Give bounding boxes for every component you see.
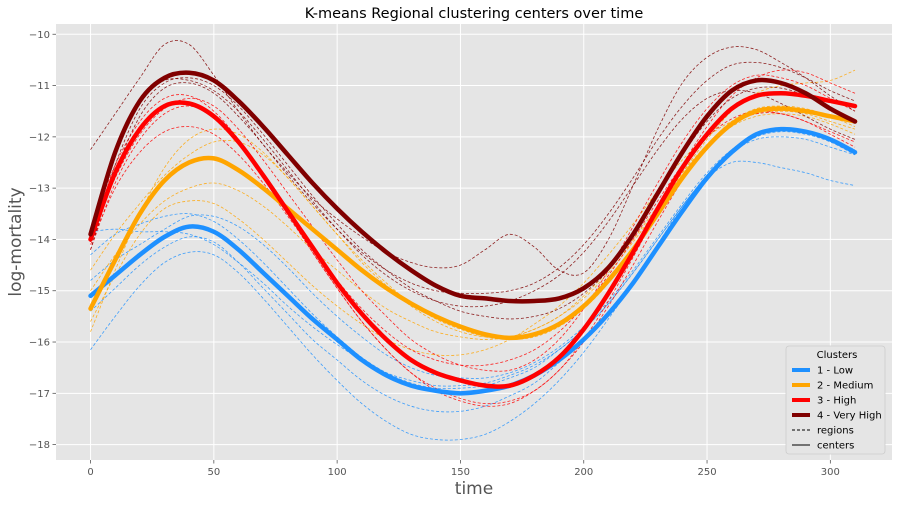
x-tick-label: 200	[574, 467, 593, 478]
y-tick-label: −18	[29, 440, 50, 451]
y-tick-label: −16	[29, 338, 50, 349]
legend-label: 3 - High	[817, 396, 856, 407]
region-line	[90, 113, 856, 340]
legend-label: 2 - Medium	[817, 381, 873, 392]
region-line	[90, 105, 856, 339]
x-tick-label: 100	[328, 467, 347, 478]
y-tick-label: −15	[29, 286, 50, 297]
region-line	[90, 61, 856, 295]
chart-title: K-means Regional clustering centers over…	[305, 6, 644, 22]
center-line	[88, 126, 858, 396]
x-tick-label: 50	[207, 467, 220, 478]
region-line	[90, 110, 856, 356]
x-tick-label: 0	[87, 467, 93, 478]
x-tick-label: 250	[697, 467, 716, 478]
ticks: 0 50 100 150 200 250 300 −10 −11 −12 −13 −14 −15 −16 −…	[29, 30, 840, 478]
region-line	[90, 77, 856, 320]
y-tick-label: −14	[29, 235, 50, 246]
y-tick-label: −12	[29, 132, 50, 143]
legend-title: Clusters	[817, 350, 858, 361]
x-tick-label: 150	[451, 467, 470, 478]
center-lines	[88, 70, 858, 396]
x-tick-label: 300	[821, 467, 840, 478]
region-line	[90, 40, 856, 276]
legend-label: 1 - Low	[817, 366, 853, 377]
legend-label: regions	[817, 426, 854, 437]
center-line	[88, 91, 858, 389]
legend-label: centers	[817, 441, 854, 452]
region-line	[90, 110, 856, 367]
region-line	[90, 160, 856, 441]
legend-box	[785, 345, 886, 455]
center-line	[88, 70, 858, 304]
legend: Clusters 1 - Low 2 - Medium 3 - High 4 - Ve…	[785, 345, 886, 455]
legend-label: 4 - Very High	[817, 411, 882, 422]
center-line	[88, 106, 858, 341]
y-tick-label: −10	[29, 30, 50, 41]
region-line	[90, 74, 856, 372]
y-tick-label: −11	[29, 81, 50, 92]
x-axis-label: time	[455, 479, 493, 499]
y-axis-label: log-mortality	[6, 187, 26, 296]
y-tick-label: −17	[29, 389, 50, 400]
y-tick-label: −13	[29, 184, 50, 195]
